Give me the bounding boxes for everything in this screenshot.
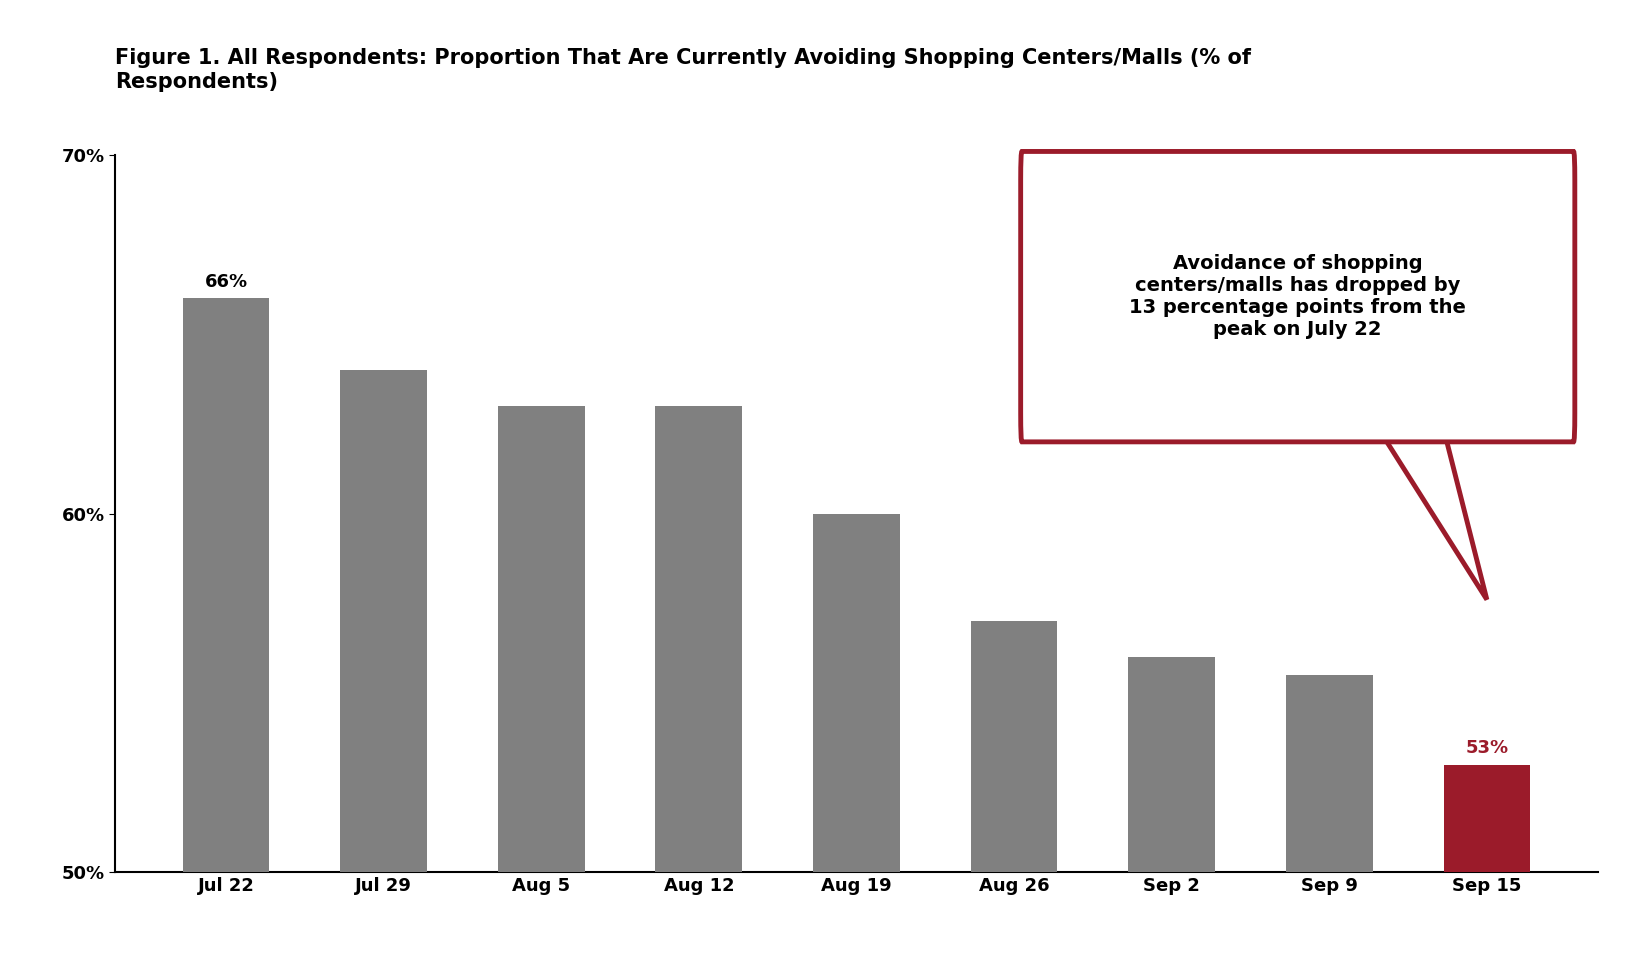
- Bar: [970, 621, 1057, 872]
- Bar: [1286, 674, 1372, 872]
- Text: 66%: 66%: [204, 273, 247, 292]
- Bar: [1128, 657, 1215, 872]
- Text: Figure 1. All Respondents: Proportion That Are Currently Avoiding Shopping Cente: Figure 1. All Respondents: Proportion Th…: [115, 48, 1252, 92]
- Bar: [341, 370, 427, 872]
- Polygon shape: [1377, 399, 1436, 415]
- Text: Avoidance of shopping
centers/malls has dropped by
13 percentage points from the: Avoidance of shopping centers/malls has …: [1130, 254, 1466, 339]
- Text: 53%: 53%: [1466, 739, 1509, 758]
- Bar: [497, 406, 585, 872]
- Polygon shape: [1369, 413, 1487, 600]
- Bar: [183, 298, 270, 872]
- Bar: [656, 406, 743, 872]
- Bar: [1443, 765, 1530, 872]
- Bar: [814, 514, 899, 872]
- FancyBboxPatch shape: [1021, 151, 1575, 442]
